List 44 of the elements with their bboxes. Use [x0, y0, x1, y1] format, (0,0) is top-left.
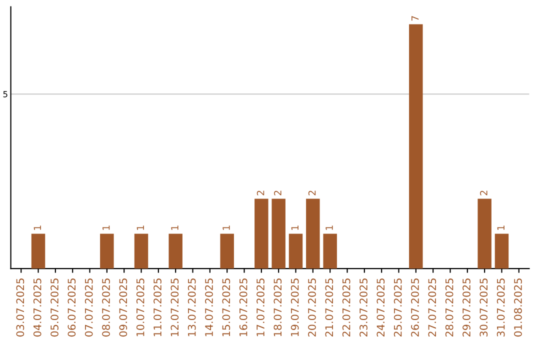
- data-label: 2: [274, 190, 282, 196]
- x-tick-label: 20.07.2025: [308, 278, 316, 337]
- x-tick-label: 28.07.2025: [445, 278, 454, 337]
- x-tick-label: 13.07.2025: [188, 278, 196, 336]
- x-tick-label: 11.07.2025: [154, 278, 162, 336]
- data-label: 1: [171, 226, 178, 230]
- x-tick-label: 09.07.2025: [119, 278, 128, 337]
- x-tick-label: 25.07.2025: [394, 278, 402, 337]
- data-label: 1: [326, 226, 333, 230]
- x-tick-label: 23.07.2025: [360, 278, 368, 337]
- data-label: 1: [102, 226, 110, 230]
- x-tick-label: 18.07.2025: [274, 278, 282, 336]
- x-tick-label: 31.07.2025: [496, 278, 505, 336]
- x-tick-label: 16.07.2025: [239, 278, 248, 336]
- x-tick-label: 19.07.2025: [290, 278, 299, 336]
- x-tick-label: 21.07.2025: [325, 278, 334, 337]
- x-tick-label: 30.07.2025: [480, 278, 488, 336]
- x-tick-label: 12.07.2025: [170, 278, 179, 336]
- x-tick-label: 26.07.2025: [411, 278, 419, 337]
- data-label: 1: [222, 226, 230, 230]
- x-tick-label: 27.07.2025: [428, 278, 436, 337]
- x-tick-label: 05.07.2025: [50, 278, 58, 337]
- y-tick-label: 5: [3, 91, 8, 98]
- x-tick-label: 17.07.2025: [256, 278, 264, 336]
- data-label: 1: [34, 226, 41, 230]
- x-tick-label: 01.08.2025: [514, 278, 522, 337]
- x-tick-label: 03.07.2025: [16, 278, 24, 337]
- x-tick-label: 22.07.2025: [342, 278, 350, 337]
- x-tick-label: 10.07.2025: [136, 278, 144, 336]
- data-label: 2: [256, 190, 264, 196]
- x-tick-label: 29.07.2025: [462, 278, 470, 337]
- x-tick-label: 14.07.2025: [205, 278, 213, 336]
- data-label: 1: [497, 226, 504, 230]
- data-label: 1: [291, 226, 298, 230]
- x-tick-label: 06.07.2025: [68, 278, 76, 337]
- x-tick-label: 08.07.2025: [102, 278, 110, 337]
- x-tick-label: 07.07.2025: [84, 278, 93, 337]
- data-label: 2: [480, 190, 488, 196]
- data-label: 1: [136, 226, 144, 230]
- x-tick-label: 04.07.2025: [33, 278, 42, 337]
- data-label: 7: [412, 16, 419, 21]
- x-tick-label: 24.07.2025: [376, 278, 385, 337]
- data-label: 2: [308, 190, 316, 196]
- x-tick-label: 15.07.2025: [222, 278, 230, 336]
